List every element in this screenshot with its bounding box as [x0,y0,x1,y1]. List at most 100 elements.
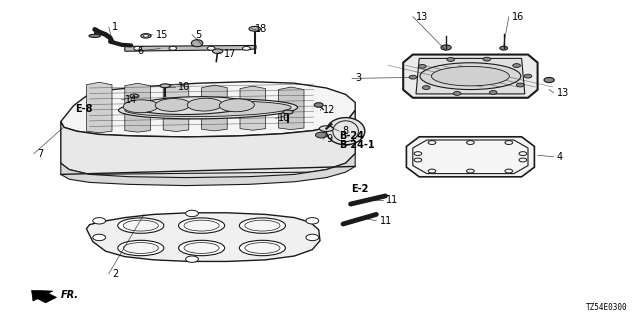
Text: 5: 5 [195,29,202,40]
Circle shape [483,57,491,61]
Text: 2: 2 [112,268,118,279]
Ellipse shape [130,94,139,98]
Ellipse shape [179,240,225,256]
Polygon shape [61,154,355,186]
Circle shape [409,75,417,79]
Text: FR.: FR. [61,290,79,300]
Polygon shape [416,59,525,94]
Ellipse shape [118,218,164,233]
Circle shape [316,132,327,138]
Circle shape [134,46,141,50]
Ellipse shape [89,34,100,37]
Ellipse shape [118,240,164,256]
Polygon shape [83,172,307,184]
Polygon shape [163,84,189,132]
Text: 4: 4 [557,152,563,162]
Circle shape [500,46,508,50]
Text: 11: 11 [380,216,392,226]
Circle shape [453,92,461,95]
Ellipse shape [326,118,365,145]
Text: 3: 3 [355,73,362,84]
Ellipse shape [244,243,280,253]
Ellipse shape [125,101,291,116]
Polygon shape [61,110,355,178]
Ellipse shape [420,63,521,90]
Circle shape [441,45,451,50]
Text: 8: 8 [342,126,349,136]
Text: 7: 7 [37,148,44,159]
Text: 9: 9 [326,134,333,144]
Polygon shape [240,86,266,130]
Ellipse shape [124,243,159,253]
Circle shape [207,46,215,50]
Ellipse shape [220,99,254,112]
Ellipse shape [184,243,219,253]
Ellipse shape [239,240,285,256]
Ellipse shape [212,49,223,53]
Polygon shape [86,82,112,133]
Polygon shape [61,82,355,137]
Circle shape [314,103,323,107]
Ellipse shape [124,220,159,231]
Circle shape [93,234,106,241]
Circle shape [422,86,430,90]
Text: 10: 10 [278,113,291,124]
Text: TZ54E0300: TZ54E0300 [586,303,627,312]
Text: 10: 10 [178,82,190,92]
Text: 17: 17 [224,49,236,59]
Ellipse shape [239,218,285,233]
Ellipse shape [141,34,151,38]
Ellipse shape [188,98,222,111]
Ellipse shape [124,100,158,113]
Text: 15: 15 [156,29,168,40]
Text: B-24: B-24 [339,131,364,141]
Ellipse shape [319,126,333,132]
Text: 6: 6 [138,46,144,56]
Circle shape [169,46,177,50]
Polygon shape [202,85,227,131]
Text: 11: 11 [386,195,398,205]
Circle shape [524,74,532,78]
Circle shape [186,256,198,262]
Circle shape [447,58,454,61]
Circle shape [93,218,106,224]
Ellipse shape [156,99,190,111]
Polygon shape [406,137,534,177]
Text: E-2: E-2 [351,184,368,194]
Circle shape [306,218,319,224]
Polygon shape [31,290,56,303]
Ellipse shape [249,27,260,31]
Text: B-24-1: B-24-1 [339,140,375,150]
Polygon shape [278,87,304,130]
Circle shape [186,210,198,217]
Text: 16: 16 [512,12,524,22]
Text: E-8: E-8 [76,104,93,115]
Ellipse shape [191,40,203,47]
Polygon shape [125,83,150,132]
Circle shape [306,234,319,241]
Text: 13: 13 [416,12,428,22]
Ellipse shape [244,220,280,231]
Ellipse shape [118,99,298,119]
Ellipse shape [160,84,170,88]
Circle shape [143,35,148,37]
Circle shape [516,83,524,87]
Ellipse shape [134,97,250,115]
Text: 14: 14 [125,95,137,105]
Circle shape [243,46,250,50]
Text: 1: 1 [112,22,118,32]
Circle shape [419,65,426,68]
Ellipse shape [283,110,293,114]
Polygon shape [86,213,320,261]
Text: 18: 18 [255,24,267,34]
Text: 13: 13 [557,88,569,98]
Ellipse shape [431,67,509,86]
Polygon shape [125,45,256,51]
Ellipse shape [184,220,219,231]
Text: 12: 12 [323,105,335,116]
Ellipse shape [179,218,225,233]
Circle shape [513,64,520,68]
Circle shape [544,77,554,83]
Circle shape [490,91,497,94]
Polygon shape [403,55,538,98]
